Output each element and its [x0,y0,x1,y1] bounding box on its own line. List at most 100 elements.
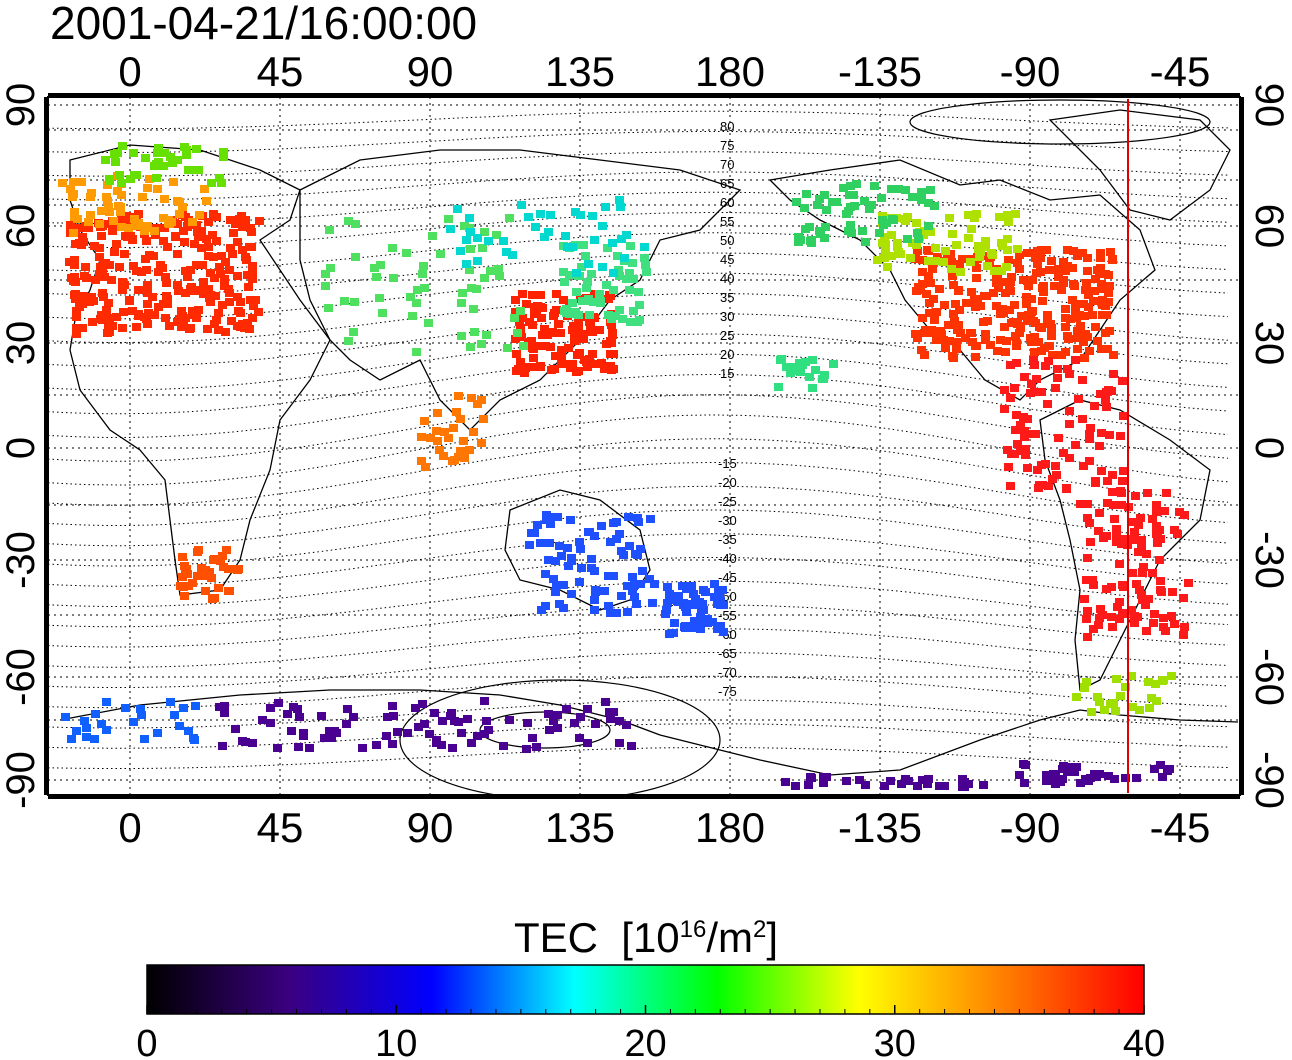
tec-cell [609,286,618,294]
tec-cell [121,704,130,712]
tec-cell [482,717,491,725]
tec-cell [966,329,975,337]
tec-cell [484,237,493,245]
tec-cell [894,248,903,256]
tec-cell [930,202,939,210]
tec-cell [175,210,184,218]
tec-cell [273,744,282,752]
top-longitude-tick-label: 180 [695,48,765,95]
tec-cell [612,609,621,617]
tec-cell [939,258,948,266]
tec-cell [618,315,627,323]
tec-cell [574,323,583,331]
tec-cell [193,228,202,236]
tec-cell [210,274,219,282]
tec-cell [1115,598,1124,606]
tec-cell [1083,333,1092,341]
left-axis-bar [44,97,48,795]
tec-cell [465,446,474,454]
tec-cell [897,780,906,788]
tec-cell [607,321,616,329]
colorbar-unit-exponent-2: 2 [753,916,767,943]
tec-cell [130,215,139,223]
tec-cell [144,309,153,317]
tec-cell [229,229,238,237]
tec-cell [84,224,93,232]
tec-cell [819,779,828,787]
tec-cell [129,149,138,157]
tec-cell [465,266,474,274]
tec-cell [1065,407,1074,415]
tec-cell [1045,266,1054,274]
tec-cell [118,324,127,332]
tec-cell [448,457,457,465]
tec-cell [630,593,639,601]
tec-cell [1136,514,1145,522]
tec-cell [1144,595,1153,603]
tec-cell [1084,303,1093,311]
tec-cell [645,575,654,583]
tec-cell [1137,536,1146,544]
tec-cell [444,434,453,442]
tec-cell [979,781,988,789]
tec-cell [1109,370,1118,378]
tec-cell [255,217,264,225]
tec-cell [184,582,193,590]
tec-cell [1090,287,1099,295]
tec-cell [1152,501,1161,509]
tec-cell [1054,434,1063,442]
tec-cell [477,340,486,348]
tec-cell [580,356,589,364]
tec-cell [696,625,705,633]
tec-cell [608,239,617,247]
tec-cell [469,305,478,313]
tec-cell [1066,315,1075,323]
tec-cell [920,351,929,359]
tec-cell [91,276,100,284]
tec-cell [998,305,1007,313]
tec-cell [931,244,940,252]
tec-cell [1027,380,1036,388]
plot-title: 2001-04-21/16:00:00 [50,0,478,49]
tec-cell [946,250,955,258]
tec-cell [1019,413,1028,421]
tec-cell [1073,252,1082,260]
tec-cell [1110,515,1119,523]
tec-cell [1011,210,1020,218]
tec-cell [1118,477,1127,485]
tec-cell [604,602,613,610]
tec-cell [525,318,534,326]
tec-cell [1002,263,1011,271]
tec-cell [1016,447,1025,455]
tec-cell [130,171,139,179]
tec-cell [143,320,152,328]
tec-cell [206,269,215,277]
tec-cell [553,513,562,521]
tec-cell [1051,384,1060,392]
tec-cell [1029,356,1038,364]
tec-cell [1023,464,1032,472]
tec-cell [425,730,434,738]
tec-cell [1105,431,1114,439]
tec-cell [1097,285,1106,293]
tec-cell [1157,588,1166,596]
tec-cell [102,306,111,314]
tec-cell [358,744,367,752]
tec-cell [81,263,90,271]
tec-cell [952,338,961,346]
tec-cell [987,249,996,257]
tec-cell [1147,694,1156,702]
tec-cell [1153,539,1162,547]
tec-cell [1097,280,1106,288]
tec-cell [426,434,435,442]
tec-cell [1063,768,1072,776]
tec-cell [235,215,244,223]
tec-cell [1007,273,1016,281]
tec-cell [1015,265,1024,273]
tec-cell [502,248,511,256]
tec-cell [1037,388,1046,396]
tec-cell [95,244,104,252]
tec-cell [613,252,622,260]
tec-cell [901,775,910,783]
tec-cell [305,744,314,752]
